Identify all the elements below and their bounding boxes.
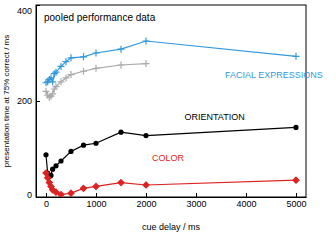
x-tick: 3000	[186, 193, 206, 209]
x-tick-mark	[246, 193, 247, 197]
x-tick-label: 0	[44, 199, 49, 209]
data-point	[293, 177, 299, 183]
series-line	[46, 173, 296, 195]
data-point	[68, 54, 75, 61]
x-tick: 0	[44, 193, 49, 209]
x-axis-title: cue delay / ms	[142, 222, 201, 232]
data-point	[93, 50, 100, 57]
data-point	[43, 88, 50, 95]
x-tick-label: 2000	[136, 199, 156, 209]
data-point	[58, 78, 65, 85]
y-axis-title: presentation time at 75% correct / ms	[2, 35, 11, 168]
data-point	[51, 70, 58, 77]
x-axis: 0 1000 2000 3000 4000 5000	[37, 193, 307, 209]
data-point	[68, 190, 74, 196]
data-point	[58, 158, 63, 163]
series-line	[46, 127, 296, 176]
data-point	[53, 69, 60, 76]
data-point	[143, 182, 149, 188]
chart-title: pooled performance data	[44, 12, 156, 23]
series-label: ORIENTATION	[185, 112, 245, 122]
data-point	[53, 163, 58, 168]
data-point	[93, 183, 99, 189]
x-tick: 4000	[236, 193, 256, 209]
plot: 0 1000 2000 3000 4000 5000 0 200 400 pooled perfo…	[17, 5, 323, 209]
x-tick: 5000	[286, 193, 306, 209]
data-point	[68, 71, 75, 78]
x-tick-mark	[196, 193, 197, 197]
x-tick-mark	[146, 193, 147, 197]
x-tick: 1000	[86, 193, 106, 209]
series-label: COLOR	[152, 153, 185, 163]
y-tick: 200	[17, 96, 40, 106]
data-point	[63, 58, 70, 65]
x-axis-line	[37, 197, 307, 198]
x-tick-label: 1000	[86, 199, 106, 209]
y-tick: 400	[17, 6, 40, 16]
data-point	[80, 53, 87, 60]
data-point	[293, 125, 298, 130]
series-label: FACIAL EXPRESSIONS	[225, 70, 323, 80]
chart: 0 1000 2000 3000 4000 5000 0 200 400 pooled perfo…	[0, 0, 336, 235]
data-point	[118, 130, 123, 135]
data-point	[49, 90, 56, 97]
data-point	[143, 133, 148, 138]
y-tick-label: 200	[17, 96, 32, 106]
data-point	[43, 152, 48, 157]
data-point	[53, 83, 60, 90]
y-tick-mark	[36, 5, 40, 6]
x-tick-label: 3000	[186, 199, 206, 209]
data-point	[93, 141, 98, 146]
data-point	[143, 38, 150, 45]
data-point	[81, 143, 86, 148]
data-point	[80, 68, 87, 75]
data-point	[68, 149, 73, 154]
data-point	[143, 60, 150, 67]
data-point	[93, 65, 100, 72]
x-tick-mark	[46, 193, 47, 197]
y-tick-label: 400	[17, 6, 32, 16]
data-point	[43, 79, 50, 86]
data-point	[49, 78, 56, 85]
x-tick-mark	[296, 193, 297, 197]
data-point	[58, 63, 65, 70]
data-point	[293, 53, 300, 60]
y-axis: 0 200 400	[17, 6, 40, 201]
data-point	[58, 192, 64, 197]
y-tick-mark	[36, 197, 40, 198]
marks	[43, 38, 300, 198]
data-point	[118, 62, 125, 69]
x-tick: 2000	[136, 193, 156, 209]
data-point	[46, 94, 53, 101]
x-tick-mark	[96, 193, 97, 197]
y-tick-label: 0	[27, 190, 32, 200]
data-point	[63, 74, 70, 81]
data-point	[81, 185, 87, 191]
data-point	[118, 180, 124, 186]
data-point	[118, 46, 125, 53]
plot-frame	[36, 5, 306, 197]
x-tick-label: 5000	[286, 199, 306, 209]
x-tick-label: 4000	[236, 199, 256, 209]
series-line	[46, 64, 146, 98]
data-point	[48, 74, 55, 81]
y-tick: 0	[27, 190, 40, 200]
y-tick-mark	[36, 101, 40, 102]
